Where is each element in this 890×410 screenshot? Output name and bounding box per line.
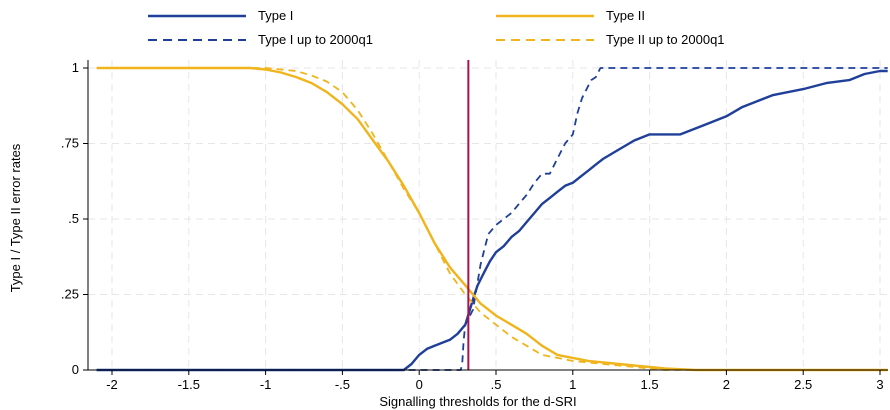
series-line-3: [96, 66, 888, 372]
y-tick-label: 1: [72, 60, 79, 75]
legend: Type I Type I up to 2000q1 Type II Type II …: [148, 8, 725, 47]
x-tick-label: -2: [106, 377, 118, 392]
x-tick-label: 1: [569, 377, 576, 392]
x-tick-label: -1: [260, 377, 272, 392]
y-tick-label: .75: [61, 136, 79, 151]
x-tick-label: 2: [723, 377, 730, 392]
legend-label-2: Type I up to 2000q1: [258, 32, 373, 47]
series-line-4: [96, 67, 888, 371]
x-tick-label: .5: [491, 377, 502, 392]
x-tick-label: -1.5: [178, 377, 200, 392]
x-tick-label: 0: [416, 377, 423, 392]
legend-label-3: Type II: [606, 8, 645, 23]
legend-label-1: Type I: [258, 8, 293, 23]
series-line-2: [96, 67, 888, 371]
grid: [88, 60, 888, 371]
x-axis-title: Signalling thresholds for the d-SRI: [379, 394, 576, 409]
x-tick-label: 2.5: [794, 377, 812, 392]
series-line-1: [96, 69, 888, 372]
y-tick-label: .25: [61, 287, 79, 302]
x-tick-label: -.5: [335, 377, 350, 392]
y-tick-label: .5: [68, 211, 79, 226]
axes: -2 -1.5 -1 -.5 0 .5 1 1.5 2 2.5 3 0 .25 .5 .75 1: [61, 60, 888, 392]
series-group: [96, 66, 888, 372]
y-tick-label: 0: [72, 362, 79, 377]
y-axis-title: Type I / Type II error rates: [8, 143, 23, 292]
x-tick-label: 1.5: [641, 377, 659, 392]
legend-label-4: Type II up to 2000q1: [606, 32, 725, 47]
x-tick-label: 3: [876, 377, 883, 392]
